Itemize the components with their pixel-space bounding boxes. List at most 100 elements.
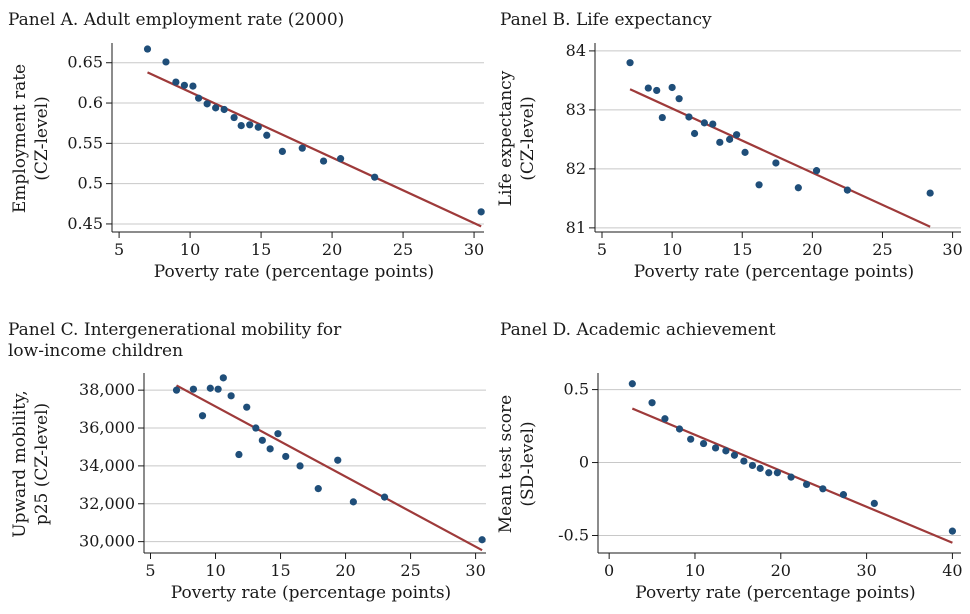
panel-c-x-tick-label: 25 — [400, 561, 420, 580]
panel-c-data-point — [235, 450, 243, 459]
panel-a-data-point — [212, 104, 220, 112]
panel-c-data-point — [380, 493, 389, 501]
panel-a-data-point — [278, 147, 286, 155]
panel-b-data-point — [755, 181, 763, 189]
panel-c-data-point — [206, 384, 214, 392]
panel-c-data-point — [274, 430, 282, 438]
panel-a-data-point — [371, 173, 379, 181]
panel-d-data-point — [819, 485, 827, 493]
panel-a-x-axis-title: Poverty rate (percentage points) — [154, 262, 434, 282]
panel-c-y-tick-label: 34,000 — [79, 456, 135, 475]
panel-d-data-point — [628, 380, 636, 388]
panel-d-data-point — [802, 480, 811, 489]
panel-a-title: Panel A. Adult employment rate (2000) — [8, 10, 344, 30]
panel-d-x-tick-label: 30 — [856, 561, 876, 580]
panel-a-x-tick-label: 20 — [322, 240, 342, 259]
panel-c-x-tick-label: 20 — [335, 561, 355, 580]
panel-d-x-axis-title: Poverty rate (percentage points) — [635, 583, 915, 603]
panel-b-x-tick-label: 25 — [872, 240, 892, 259]
panel-a-x-tick-label: 5 — [114, 240, 124, 259]
panel-a-data-point — [143, 45, 152, 53]
panel-a-x-tick-label: 30 — [464, 240, 484, 259]
panel-a-y-axis-title: (CZ-level) — [32, 96, 52, 180]
panel-d-data-point — [687, 435, 695, 443]
panel-c-data-point — [227, 392, 235, 400]
panel-b-x-tick-label: 10 — [662, 240, 682, 259]
panel-a-data-point — [246, 121, 254, 129]
panel-d-data-point — [765, 469, 773, 477]
panel-c-data-point — [219, 374, 227, 382]
panel-d-data-point — [711, 444, 720, 452]
panel-d-data-point — [730, 451, 739, 459]
panel-c-y-tick-label: 32,000 — [79, 494, 135, 513]
panel-a-x-tick-label: 25 — [393, 240, 413, 259]
panel-c-data-point — [189, 385, 198, 393]
panel-c-fit-line — [175, 384, 483, 552]
panel-c-y-tick-label: 30,000 — [79, 532, 135, 551]
panel-c-data-point — [349, 498, 357, 506]
panel-b-data-point — [794, 184, 802, 192]
panel-d-y-tick-label: -0.5 — [558, 525, 589, 544]
panel-d-y-axis-title: (SD-level) — [518, 421, 538, 506]
panel-b-y-tick-label: 81 — [566, 218, 586, 237]
panel-b-data-point — [658, 113, 666, 122]
panel-c-x-tick-label: 30 — [465, 561, 485, 580]
panel-a-data-point — [189, 82, 197, 90]
panel-b-y-tick-label: 82 — [566, 159, 586, 178]
panel-b-y-axis-title: (CZ-level) — [518, 96, 538, 180]
panel-b-x-axis-title: Poverty rate (percentage points) — [634, 262, 914, 282]
panel-d-title: Panel D. Academic achievement — [500, 320, 776, 340]
panel-c-data-point — [243, 403, 251, 411]
panel-c-data-point — [198, 412, 207, 420]
panel-b-data-point — [653, 86, 661, 95]
panel-a-data-point — [254, 123, 262, 131]
panel-b-data-point — [644, 84, 652, 92]
panel-d-data-point — [773, 469, 781, 477]
panel-a-y-tick-label: 0.45 — [67, 214, 103, 233]
panel-d-y-tick-label: 0.5 — [564, 380, 589, 399]
panel-b-x-tick-label: 5 — [597, 240, 607, 259]
panel-c: Panel C. Intergenerational mobility forl… — [8, 320, 486, 603]
panel-c-data-point — [296, 462, 304, 470]
panel-c-data-point — [172, 386, 181, 394]
panel-c-data-point — [266, 445, 274, 453]
panel-b-data-point — [772, 159, 780, 167]
panel-c-x-tick-label: 5 — [145, 561, 155, 580]
panel-c-x-tick-label: 10 — [205, 561, 225, 580]
panel-d-data-point — [699, 439, 708, 448]
panel-d-data-point — [870, 499, 878, 507]
panel-c-y-axis-title: p25 (CZ-level) — [32, 403, 52, 525]
panel-b-data-point — [685, 113, 693, 121]
panel-d-data-point — [740, 457, 748, 465]
panel-b-data-point — [812, 167, 821, 175]
panel-a-data-point — [230, 113, 238, 122]
panel-d-data-point — [839, 491, 848, 499]
panel-a-data-point — [180, 81, 189, 89]
panel-a-y-tick-label: 0.5 — [78, 174, 103, 193]
panel-b-data-point — [626, 59, 634, 67]
panel-a-y-tick-label: 0.6 — [78, 93, 103, 112]
panel-a-data-point — [237, 122, 245, 130]
panel-c-title: low-income children — [8, 341, 183, 361]
panel-a-data-point — [220, 105, 228, 114]
panel-c-data-point — [314, 485, 322, 493]
panel-c-x-tick-label: 15 — [270, 561, 290, 580]
panel-b-fit-line — [629, 88, 931, 228]
panel-c-y-tick-label: 38,000 — [79, 380, 135, 399]
panel-a-data-point — [195, 94, 203, 102]
panel-a-data-point — [203, 100, 211, 108]
panel-a-data-point — [298, 144, 306, 152]
panel-d-data-point — [661, 415, 669, 423]
panel-c-x-axis-title: Poverty rate (percentage points) — [171, 583, 451, 603]
panel-b-data-point — [843, 186, 852, 194]
panel-d-data-point — [722, 447, 730, 455]
panel-a-data-point — [162, 58, 170, 66]
panel-a-x-tick-label: 10 — [180, 240, 200, 259]
panel-a-data-point — [319, 157, 328, 165]
panel-b-title: Panel B. Life expectancy — [500, 10, 712, 30]
panel-b-data-point — [733, 131, 741, 139]
panel-b-x-tick-label: 20 — [802, 240, 822, 259]
panel-a-data-point — [477, 208, 485, 216]
panel-b-data-point — [716, 138, 724, 146]
